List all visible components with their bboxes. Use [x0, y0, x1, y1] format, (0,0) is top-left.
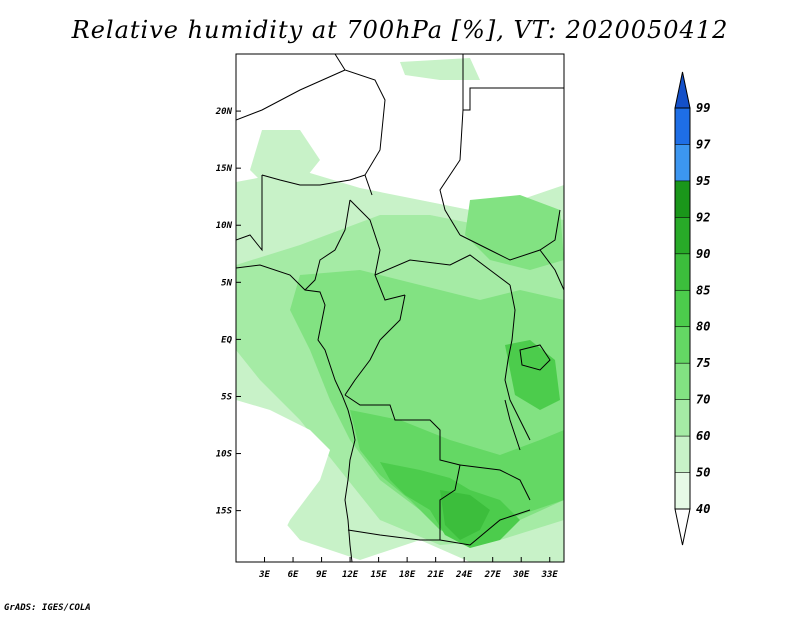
y-tick-label: 15N: [216, 164, 233, 174]
colorbar-box: [675, 363, 690, 400]
border-algeria: [236, 69, 346, 121]
chart-title: Relative humidity at 700hPa [%], VT: 202…: [71, 16, 729, 44]
x-tick-label: 30E: [512, 570, 530, 580]
humidity-region-top: [400, 58, 480, 80]
x-tick-label: 9E: [316, 570, 327, 580]
x-tick-label: 3E: [258, 570, 270, 580]
y-tick-label: 5N: [221, 278, 232, 288]
colorbar-high-end: [674, 71, 691, 109]
colorbar-label: 97: [696, 137, 711, 151]
colorbar-label: 85: [696, 283, 710, 297]
colorbar-label: 50: [696, 466, 710, 480]
humidity-region-northeast: [465, 195, 564, 270]
colorbar-label: 80: [696, 320, 710, 334]
y-tick-label: 10S: [216, 450, 233, 460]
x-tick-label: 33E: [541, 570, 559, 580]
colorbar-box: [675, 290, 690, 327]
x-tick-label: 18E: [399, 570, 416, 580]
colorbar-box: [675, 217, 690, 254]
humidity-region-75: [350, 410, 564, 540]
x-tick-label: 6E: [288, 570, 299, 580]
border-nigeria-cameroon: [304, 199, 351, 291]
colorbar-box: [675, 472, 690, 509]
border-sudan-egypt: [463, 87, 564, 111]
map-frame: [235, 53, 565, 563]
humidity-field: [236, 54, 564, 562]
dry-region-southwest: [236, 400, 330, 562]
credit-text: GrADS: IGES/COLA: [4, 603, 91, 613]
lake-victoria: [519, 344, 551, 371]
x-tick-label: 12E: [342, 570, 359, 580]
border-drc-congo: [344, 294, 406, 396]
border-west: [236, 175, 263, 252]
coastline-west: [236, 264, 356, 562]
colorbar-label: 70: [696, 393, 710, 407]
border-south-sudan: [459, 209, 561, 261]
colorbar-label: 60: [696, 429, 710, 443]
border-niger-nigeria: [261, 174, 366, 186]
colorbar-box: [675, 144, 690, 181]
colorbar-box: [675, 399, 690, 437]
colorbar-box: [675, 253, 690, 291]
x-axis: 3E 6E 9E 12E 15E 18E 21E 24E 27E 30E 33E: [258, 557, 558, 580]
country-borders: [236, 54, 564, 562]
border-drc-east: [504, 284, 531, 441]
y-axis: 20N 15N 10N 5N EQ 5S 10S 15S: [215, 107, 241, 517]
x-tick-label: 15E: [370, 570, 387, 580]
humidity-region-east: [505, 340, 560, 410]
border-zambezi: [439, 509, 531, 546]
y-tick-label: EQ: [221, 335, 232, 345]
x-tick-label: 27E: [484, 570, 502, 580]
border-drc-angola: [344, 394, 461, 466]
border-angola-zambia: [439, 464, 461, 540]
colorbar-label: 92: [696, 210, 710, 224]
colorbar: 40 50 60 70 75 80 85 90 92 95 97 99: [674, 71, 711, 546]
border-ethiopia: [539, 249, 564, 291]
border-zambia-east: [459, 464, 531, 501]
humidity-region-north: [250, 130, 320, 190]
colorbar-box: [675, 326, 690, 364]
colorbar-box: [675, 180, 690, 218]
colorbar-label: 95: [696, 174, 710, 188]
border-chad-sudan: [439, 109, 464, 236]
colorbar-box: [675, 108, 690, 145]
humidity-region-85: [440, 490, 490, 540]
colorbar-label: 90: [696, 247, 710, 261]
colorbar-label: 99: [696, 101, 710, 115]
border-namibia: [347, 529, 440, 541]
y-tick-label: 15S: [216, 507, 233, 517]
y-tick-label: 20N: [215, 107, 233, 117]
colorbar-box: [675, 436, 690, 473]
y-tick-label: 10N: [216, 221, 233, 231]
colorbar-low-end: [674, 508, 691, 546]
colorbar-label: 40: [696, 502, 710, 516]
x-tick-label: 21E: [427, 570, 445, 580]
lake-tanganyika: [504, 399, 521, 451]
y-tick-label: 5S: [221, 392, 232, 402]
border-cameroon-chad: [349, 199, 406, 301]
border-car: [374, 254, 511, 286]
colorbar-label: 75: [696, 356, 710, 370]
x-tick-label: 24E: [455, 570, 473, 580]
